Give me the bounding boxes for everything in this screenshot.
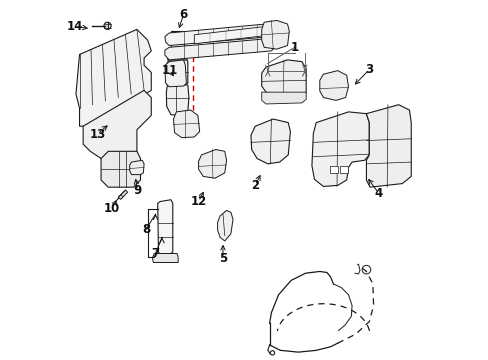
Circle shape [258,140,266,148]
Polygon shape [164,24,273,45]
Polygon shape [319,71,348,100]
Polygon shape [366,105,410,187]
Text: 3: 3 [365,63,373,76]
Polygon shape [171,31,183,53]
Text: 4: 4 [374,187,382,200]
Text: 8: 8 [142,223,150,236]
Polygon shape [164,60,186,87]
Polygon shape [329,166,337,173]
Text: 10: 10 [103,202,120,215]
Polygon shape [198,149,226,178]
Polygon shape [261,21,289,49]
Polygon shape [83,90,151,158]
Circle shape [362,265,370,274]
Text: 5: 5 [219,252,226,265]
Polygon shape [261,92,305,104]
Polygon shape [129,160,144,175]
Circle shape [351,145,359,152]
Polygon shape [311,112,368,186]
Text: 12: 12 [190,195,206,208]
Polygon shape [250,119,290,164]
Text: 14: 14 [67,20,83,33]
Polygon shape [339,166,347,173]
Polygon shape [76,30,151,126]
Circle shape [104,22,111,30]
Text: 13: 13 [89,127,105,141]
Text: 7: 7 [151,247,159,260]
Circle shape [351,125,359,132]
Polygon shape [158,200,172,255]
Text: 6: 6 [179,8,187,21]
Circle shape [82,60,88,66]
Circle shape [395,116,402,123]
Polygon shape [217,211,233,241]
Circle shape [322,125,329,132]
Circle shape [270,351,274,355]
Circle shape [372,116,379,123]
Text: 11: 11 [162,64,178,77]
Polygon shape [261,60,305,98]
Circle shape [322,145,329,152]
Polygon shape [167,53,187,60]
Polygon shape [118,190,127,199]
Polygon shape [167,60,187,85]
Text: 9: 9 [133,184,142,197]
Polygon shape [164,39,273,60]
Circle shape [222,221,229,228]
Circle shape [372,148,379,155]
Circle shape [277,70,295,88]
Polygon shape [194,26,273,44]
Circle shape [276,140,284,148]
Circle shape [330,80,336,85]
Polygon shape [101,151,140,187]
Circle shape [134,39,140,45]
Text: 1: 1 [290,41,298,54]
Circle shape [135,164,139,168]
Polygon shape [173,110,199,138]
Circle shape [372,167,379,175]
Circle shape [116,159,125,168]
Polygon shape [152,253,178,262]
Polygon shape [166,85,188,116]
Circle shape [271,64,301,94]
Text: 2: 2 [251,179,259,192]
Circle shape [395,167,402,175]
